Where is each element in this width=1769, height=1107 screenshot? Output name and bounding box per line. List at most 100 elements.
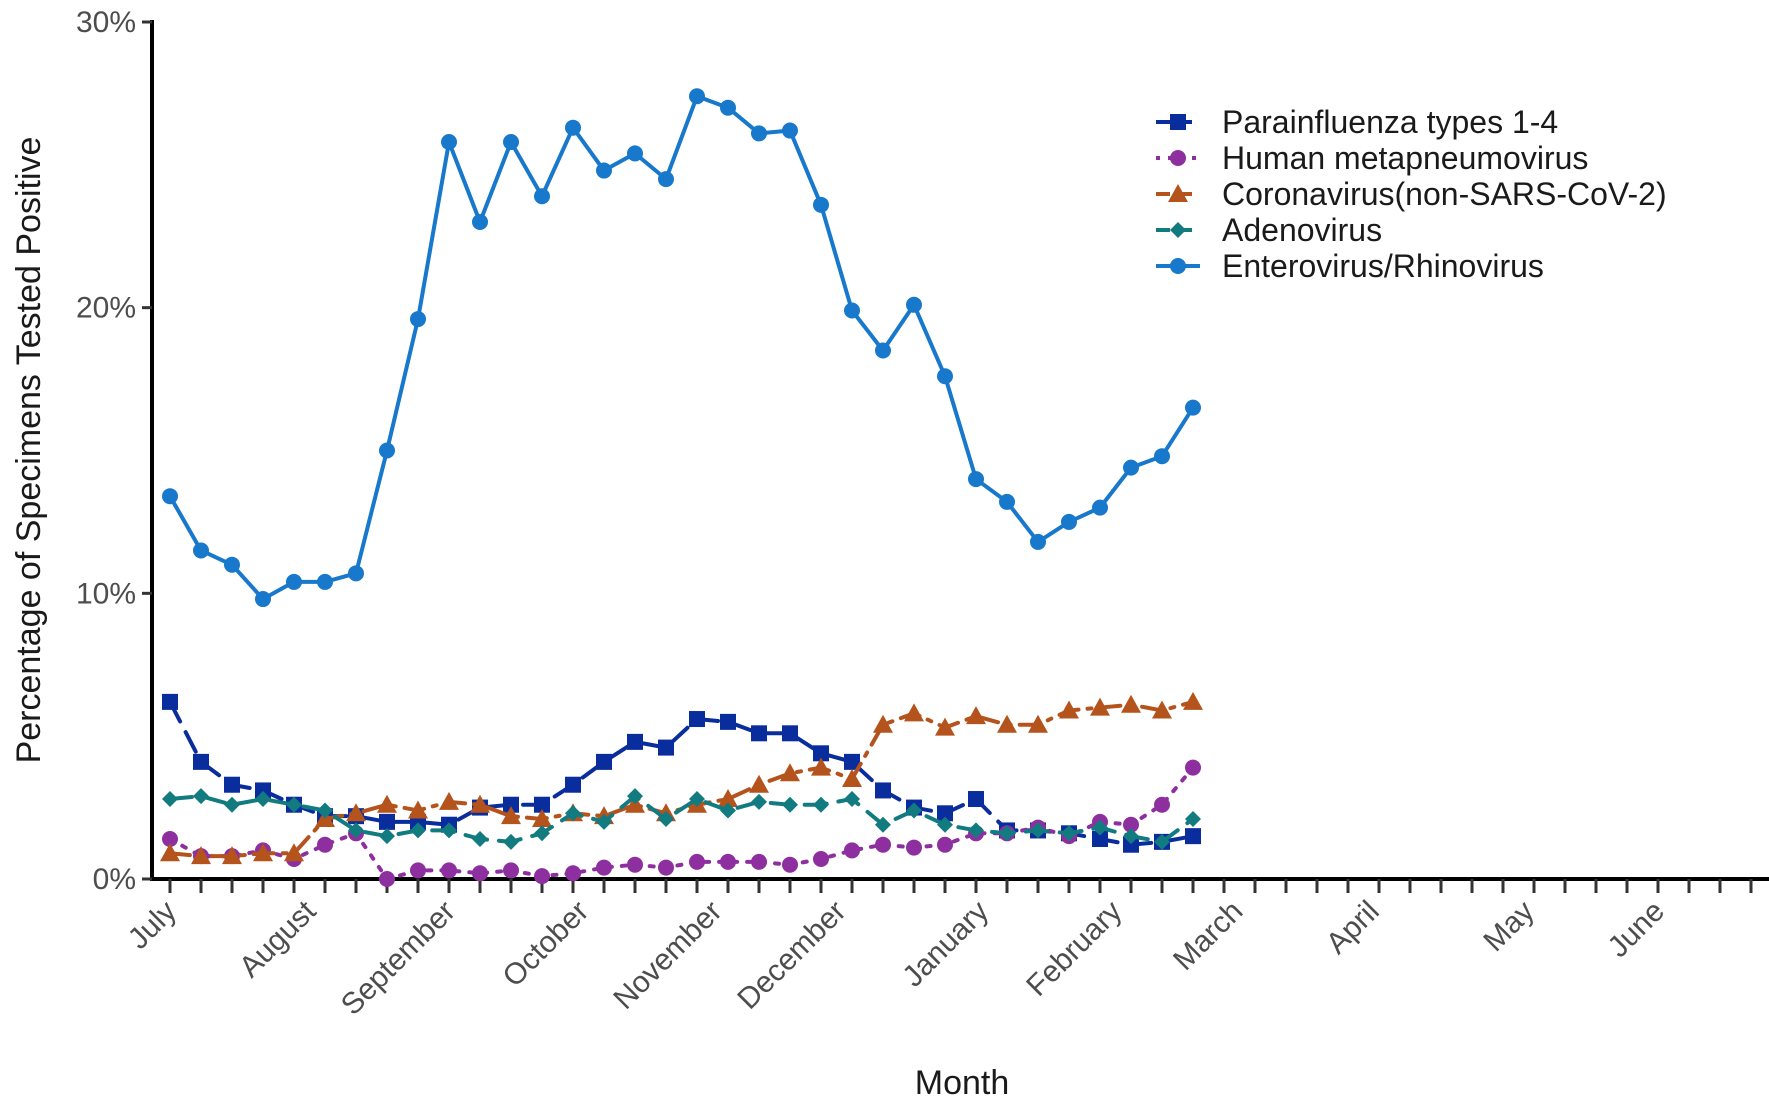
data-point: [937, 368, 953, 385]
x-tick-label: May: [1477, 895, 1540, 958]
data-point: [191, 846, 211, 865]
data-point: [193, 542, 209, 559]
data-point: [317, 573, 333, 590]
data-point: [472, 213, 488, 230]
x-tick-label: October: [496, 895, 595, 994]
data-point: [1028, 714, 1048, 733]
legend-label: Parainfluenza types 1-4: [1222, 104, 1558, 140]
y-tick-label: 20%: [76, 292, 136, 325]
data-point: [534, 825, 550, 842]
data-point: [968, 822, 984, 839]
data-point: [627, 856, 643, 873]
data-point: [1030, 533, 1046, 550]
data-point: [1185, 759, 1201, 776]
data-point: [873, 714, 893, 733]
data-point: [379, 442, 395, 459]
data-point: [441, 822, 457, 839]
data-point: [1123, 828, 1139, 845]
series-2: [160, 691, 1203, 865]
y-axis-title: Percentage of Specimens Tested Positive: [10, 137, 48, 764]
data-point: [1121, 694, 1141, 713]
legend-item: Parainfluenza types 1-4: [1156, 104, 1558, 140]
data-point: [875, 782, 891, 799]
data-point: [875, 816, 891, 833]
legend-item: Coronavirus(non-SARS-CoV-2): [1156, 176, 1667, 212]
data-point: [813, 796, 829, 813]
data-point: [1154, 796, 1170, 813]
data-point: [377, 794, 397, 813]
data-point: [627, 733, 643, 750]
data-point: [348, 822, 364, 839]
data-point: [658, 171, 674, 188]
data-point: [749, 774, 769, 793]
x-tick-label: June: [1602, 895, 1671, 964]
data-point: [813, 851, 829, 868]
data-point: [751, 125, 767, 142]
data-point: [532, 809, 552, 828]
x-tick-label: August: [233, 894, 323, 984]
series-line: [168, 94, 1195, 602]
data-point: [1170, 222, 1186, 238]
x-axis-title: Month: [915, 1064, 1010, 1102]
data-point: [596, 162, 612, 179]
data-point: [875, 342, 891, 359]
data-point: [286, 573, 302, 590]
data-point: [906, 296, 922, 313]
series-3: [162, 788, 1201, 850]
data-point: [937, 836, 953, 853]
x-tick-label: January: [896, 895, 995, 994]
series-line: [168, 765, 1195, 881]
data-point: [627, 788, 643, 805]
data-point: [1185, 828, 1201, 845]
data-point: [565, 119, 581, 136]
data-point: [317, 836, 333, 853]
data-point: [534, 868, 550, 885]
x-tick-label: December: [731, 895, 852, 1016]
data-point: [410, 822, 426, 839]
data-point: [472, 831, 488, 848]
data-point: [906, 802, 922, 819]
data-point: [346, 803, 366, 822]
data-point: [658, 811, 674, 828]
data-point: [193, 753, 209, 770]
data-point: [534, 188, 550, 205]
data-point: [1030, 822, 1046, 839]
legend-label: Adenovirus: [1222, 212, 1382, 248]
data-point: [782, 796, 798, 813]
data-point: [1061, 825, 1077, 842]
data-point: [284, 843, 304, 862]
data-point: [720, 713, 736, 730]
data-point: [596, 753, 612, 770]
series-line: [168, 794, 1195, 844]
data-point: [1185, 811, 1201, 828]
data-point: [1183, 691, 1203, 710]
data-point: [782, 725, 798, 742]
data-point: [503, 833, 519, 850]
data-point: [1170, 114, 1186, 130]
data-point: [379, 813, 395, 830]
data-point: [811, 757, 831, 776]
data-point: [751, 725, 767, 742]
data-point: [224, 556, 240, 573]
data-point: [906, 839, 922, 856]
y-tick-label: 30%: [76, 6, 136, 39]
data-point: [1185, 399, 1201, 416]
data-point: [534, 796, 550, 813]
data-point: [441, 133, 457, 150]
x-tick-label: November: [607, 895, 728, 1016]
data-point: [813, 745, 829, 762]
data-point: [720, 802, 736, 819]
data-point: [937, 805, 953, 822]
data-point: [472, 865, 488, 882]
data-point: [875, 836, 891, 853]
data-point: [1092, 819, 1108, 836]
data-point: [937, 816, 953, 833]
data-point: [842, 769, 862, 788]
data-point: [317, 802, 333, 819]
data-point: [224, 776, 240, 793]
data-point: [997, 714, 1017, 733]
legend-label: Human metapneumovirus: [1222, 140, 1588, 176]
data-point: [844, 753, 860, 770]
